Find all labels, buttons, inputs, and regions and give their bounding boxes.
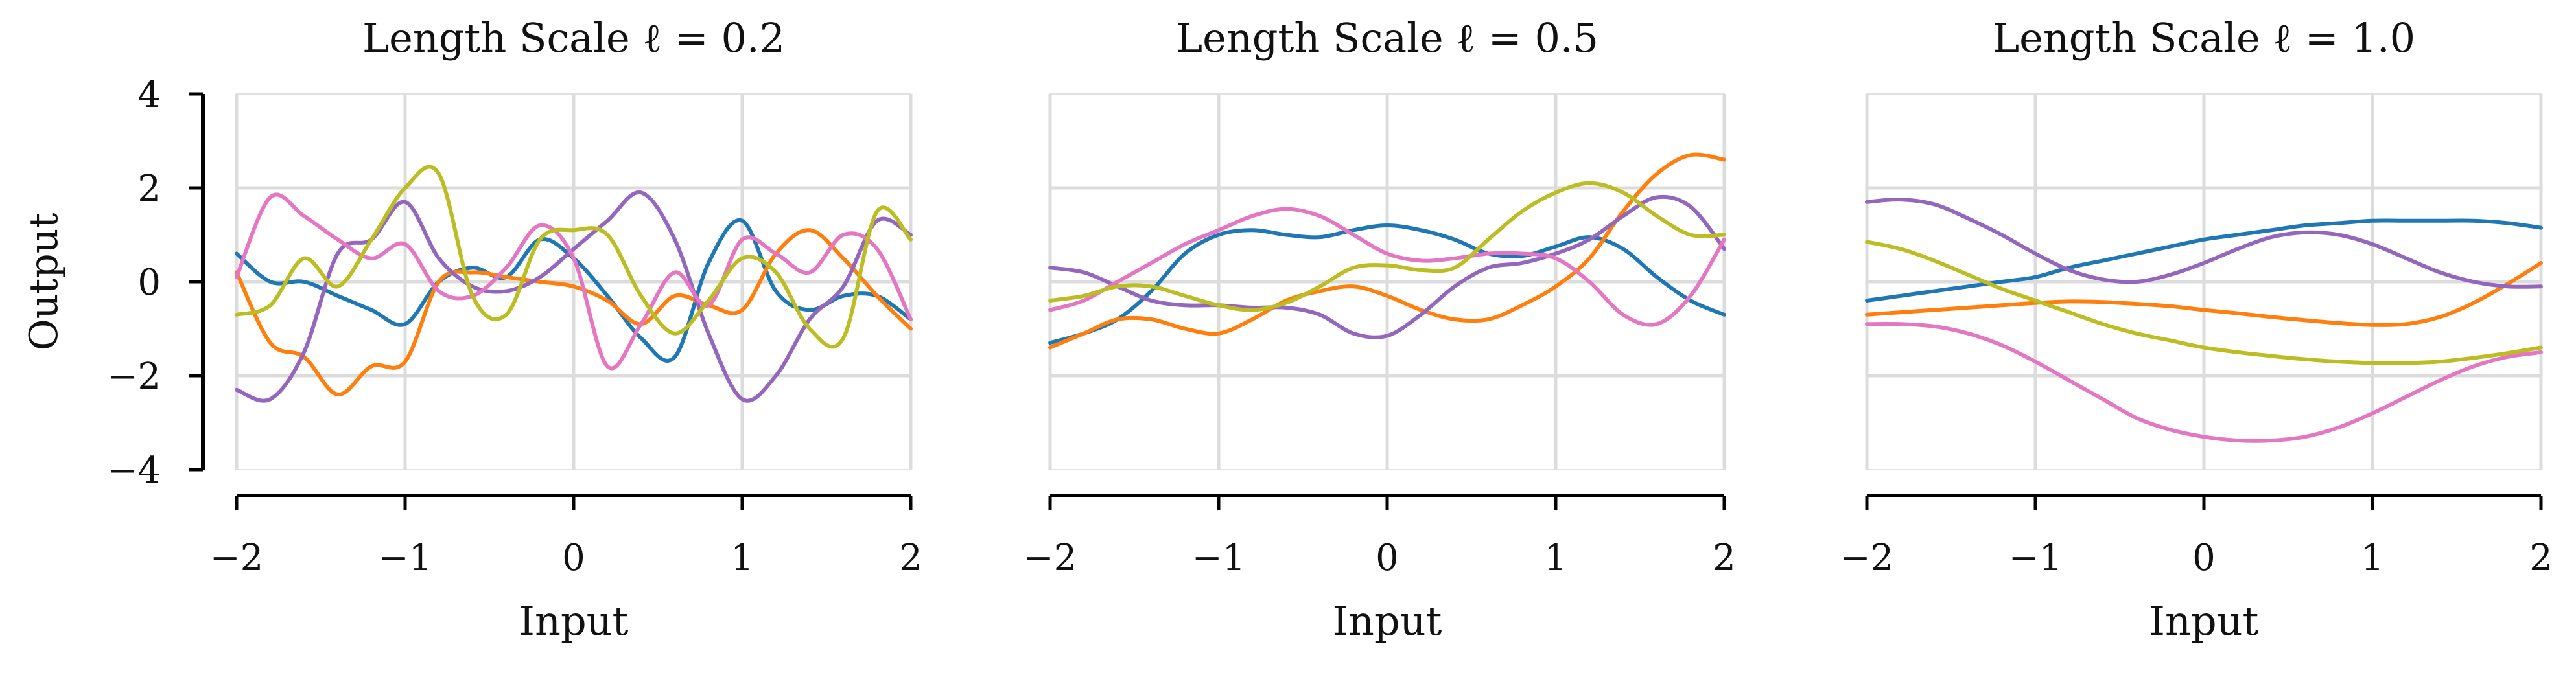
y-tick-label: −4	[107, 450, 161, 492]
series-line-5	[235, 165, 913, 349]
x-axis-label: Input	[2149, 597, 2259, 645]
x-tick-label: −2	[210, 537, 264, 579]
series-line-2	[1865, 261, 2543, 327]
series-line-1	[1865, 218, 2543, 303]
y-tick-label: 2	[137, 168, 161, 210]
series-line-4	[1865, 321, 2543, 443]
x-tick-label: −2	[1024, 537, 1077, 579]
series-line-2	[235, 228, 913, 396]
x-tick-label: 1	[1544, 537, 1567, 579]
x-tick-label: −1	[2009, 537, 2063, 579]
x-tick-label: −1	[1192, 537, 1246, 579]
y-tick-label: 4	[137, 74, 161, 116]
series-line-1	[1048, 223, 1726, 345]
series-line-4	[1048, 207, 1726, 327]
chart-title: Length Scale ℓ = 0.2	[362, 14, 785, 62]
x-tick-label: 2	[899, 537, 922, 579]
series-line-3	[235, 190, 913, 403]
series-line-3	[1865, 198, 2543, 289]
x-tick-label: 2	[2529, 537, 2553, 579]
chart-title: Length Scale ℓ = 1.0	[1993, 14, 2415, 62]
x-tick-label: 2	[1713, 537, 1736, 579]
series-line-4	[235, 192, 913, 371]
chart-panel-2: Length Scale ℓ = 0.5 −2 −1 0 1 2 Input	[1024, 14, 1736, 645]
series-line-5	[1865, 240, 2543, 365]
chart-panel-3: Length Scale ℓ = 1.0 −2 −1 0 1 2 Input	[1840, 14, 2553, 645]
x-tick-label: −2	[1840, 537, 1894, 579]
y-tick-label: 0	[137, 262, 161, 304]
series-line-5	[1048, 181, 1726, 312]
y-tick-label: −2	[107, 356, 161, 398]
chart-panel-1: Length Scale ℓ = 0.2 −2 −1 0 1 2 Input −4 −2 0 2 4	[107, 14, 922, 645]
x-tick-label: 0	[562, 537, 585, 579]
x-tick-label: −1	[379, 537, 432, 579]
series-line-1	[235, 218, 913, 363]
x-tick-label: 0	[1376, 537, 1399, 579]
series-line-3	[1048, 194, 1726, 339]
x-axis-label: Input	[519, 597, 629, 645]
x-axis-label: Input	[1333, 597, 1442, 645]
chart-title: Length Scale ℓ = 0.5	[1176, 14, 1598, 62]
x-tick-label: 1	[731, 537, 754, 579]
x-tick-label: 1	[2361, 537, 2384, 579]
shared-y-axis-label: Output	[21, 212, 67, 350]
x-tick-label: 0	[2192, 537, 2216, 579]
